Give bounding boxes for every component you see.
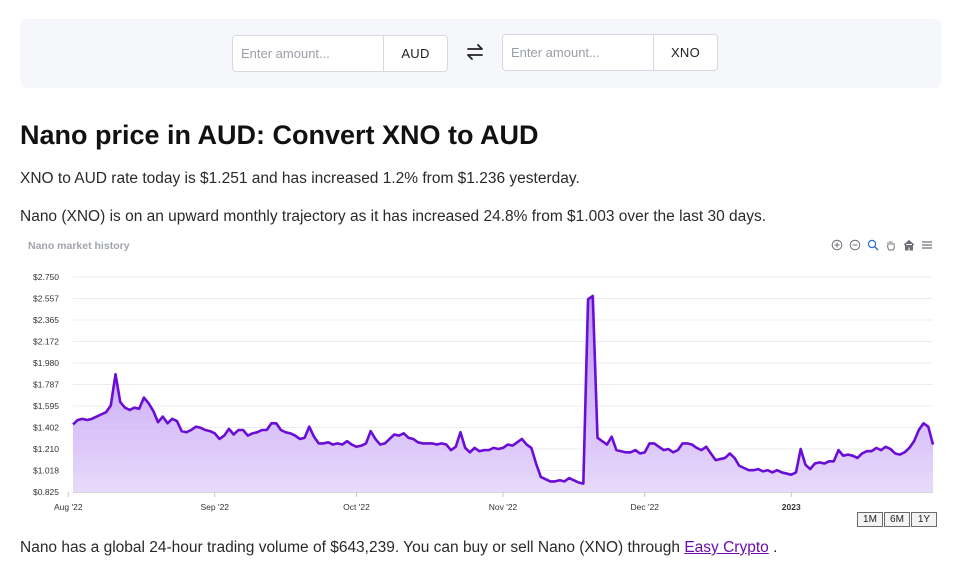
page-title: Nano price in AUD: Convert XNO to AUD <box>20 120 539 150</box>
trend-summary-text: Nano (XNO) is on an upward monthly traje… <box>20 208 767 225</box>
x-tick-label: Sep '22 <box>200 502 229 512</box>
zoom-select-icon[interactable] <box>866 238 880 252</box>
zoom-out-icon[interactable] <box>848 238 862 252</box>
chart-toolbar <box>830 238 934 252</box>
y-tick-label: $2.750 <box>33 272 59 282</box>
from-amount-input[interactable] <box>233 36 384 71</box>
pan-hand-icon[interactable] <box>884 238 898 252</box>
home-reset-icon[interactable] <box>902 238 916 252</box>
swap-arrows-icon[interactable] <box>464 42 486 62</box>
volume-summary-text: Nano has a global 24-hour trading volume… <box>20 539 685 556</box>
y-tick-label: $1.980 <box>33 358 59 368</box>
range-6m-button[interactable]: 6M <box>884 512 910 527</box>
y-tick-label: $2.557 <box>33 294 59 304</box>
easy-crypto-link[interactable]: Easy Crypto <box>684 539 769 556</box>
x-tick-label: Dec '22 <box>630 502 659 512</box>
to-converter: XNO <box>502 34 718 71</box>
price-chart: $2.750 $2.557 $2.365 $2.172 $1.980 $1.787 $1.5… <box>20 234 940 530</box>
price-line <box>72 294 935 485</box>
x-tick-label: 2023 <box>782 502 801 512</box>
price-chart-svg: $2.750 $2.557 $2.365 $2.172 $1.980 $1.787 $1.5… <box>33 272 935 512</box>
x-tick-label: Oct '22 <box>343 502 370 512</box>
y-tick-label: $1.595 <box>33 401 59 411</box>
converter-bar <box>20 19 941 88</box>
y-tick-label: $1.402 <box>33 423 59 433</box>
y-tick-label: $1.018 <box>33 466 59 476</box>
volume-text: Nano has a global 24-hour trading volume… <box>20 539 777 557</box>
range-1m-button[interactable]: 1M <box>857 512 883 527</box>
volume-end-text: . <box>768 539 778 556</box>
to-currency-button[interactable]: XNO <box>670 45 701 60</box>
x-tick-label: Nov '22 <box>489 502 518 512</box>
y-tick-label: $1.210 <box>33 444 59 454</box>
chart-title: Nano market history <box>28 240 130 252</box>
y-tick-label: $2.172 <box>33 337 59 347</box>
price-area-fill <box>73 295 933 492</box>
y-tick-label: $1.787 <box>33 380 59 390</box>
x-tick-label: Aug '22 <box>54 502 83 512</box>
to-amount-input[interactable] <box>503 35 654 70</box>
y-tick-label: $0.825 <box>33 487 59 497</box>
from-currency-button[interactable]: AUD <box>401 46 430 61</box>
zoom-in-icon[interactable] <box>830 238 844 252</box>
y-tick-label: $2.365 <box>33 315 59 325</box>
rate-summary-text: XNO to AUD rate today is $1.251 and has … <box>20 170 580 187</box>
menu-icon[interactable] <box>920 238 934 252</box>
from-converter: AUD <box>232 35 448 72</box>
range-buttons: 1M 6M 1Y <box>857 512 938 527</box>
range-1y-button[interactable]: 1Y <box>911 512 937 527</box>
